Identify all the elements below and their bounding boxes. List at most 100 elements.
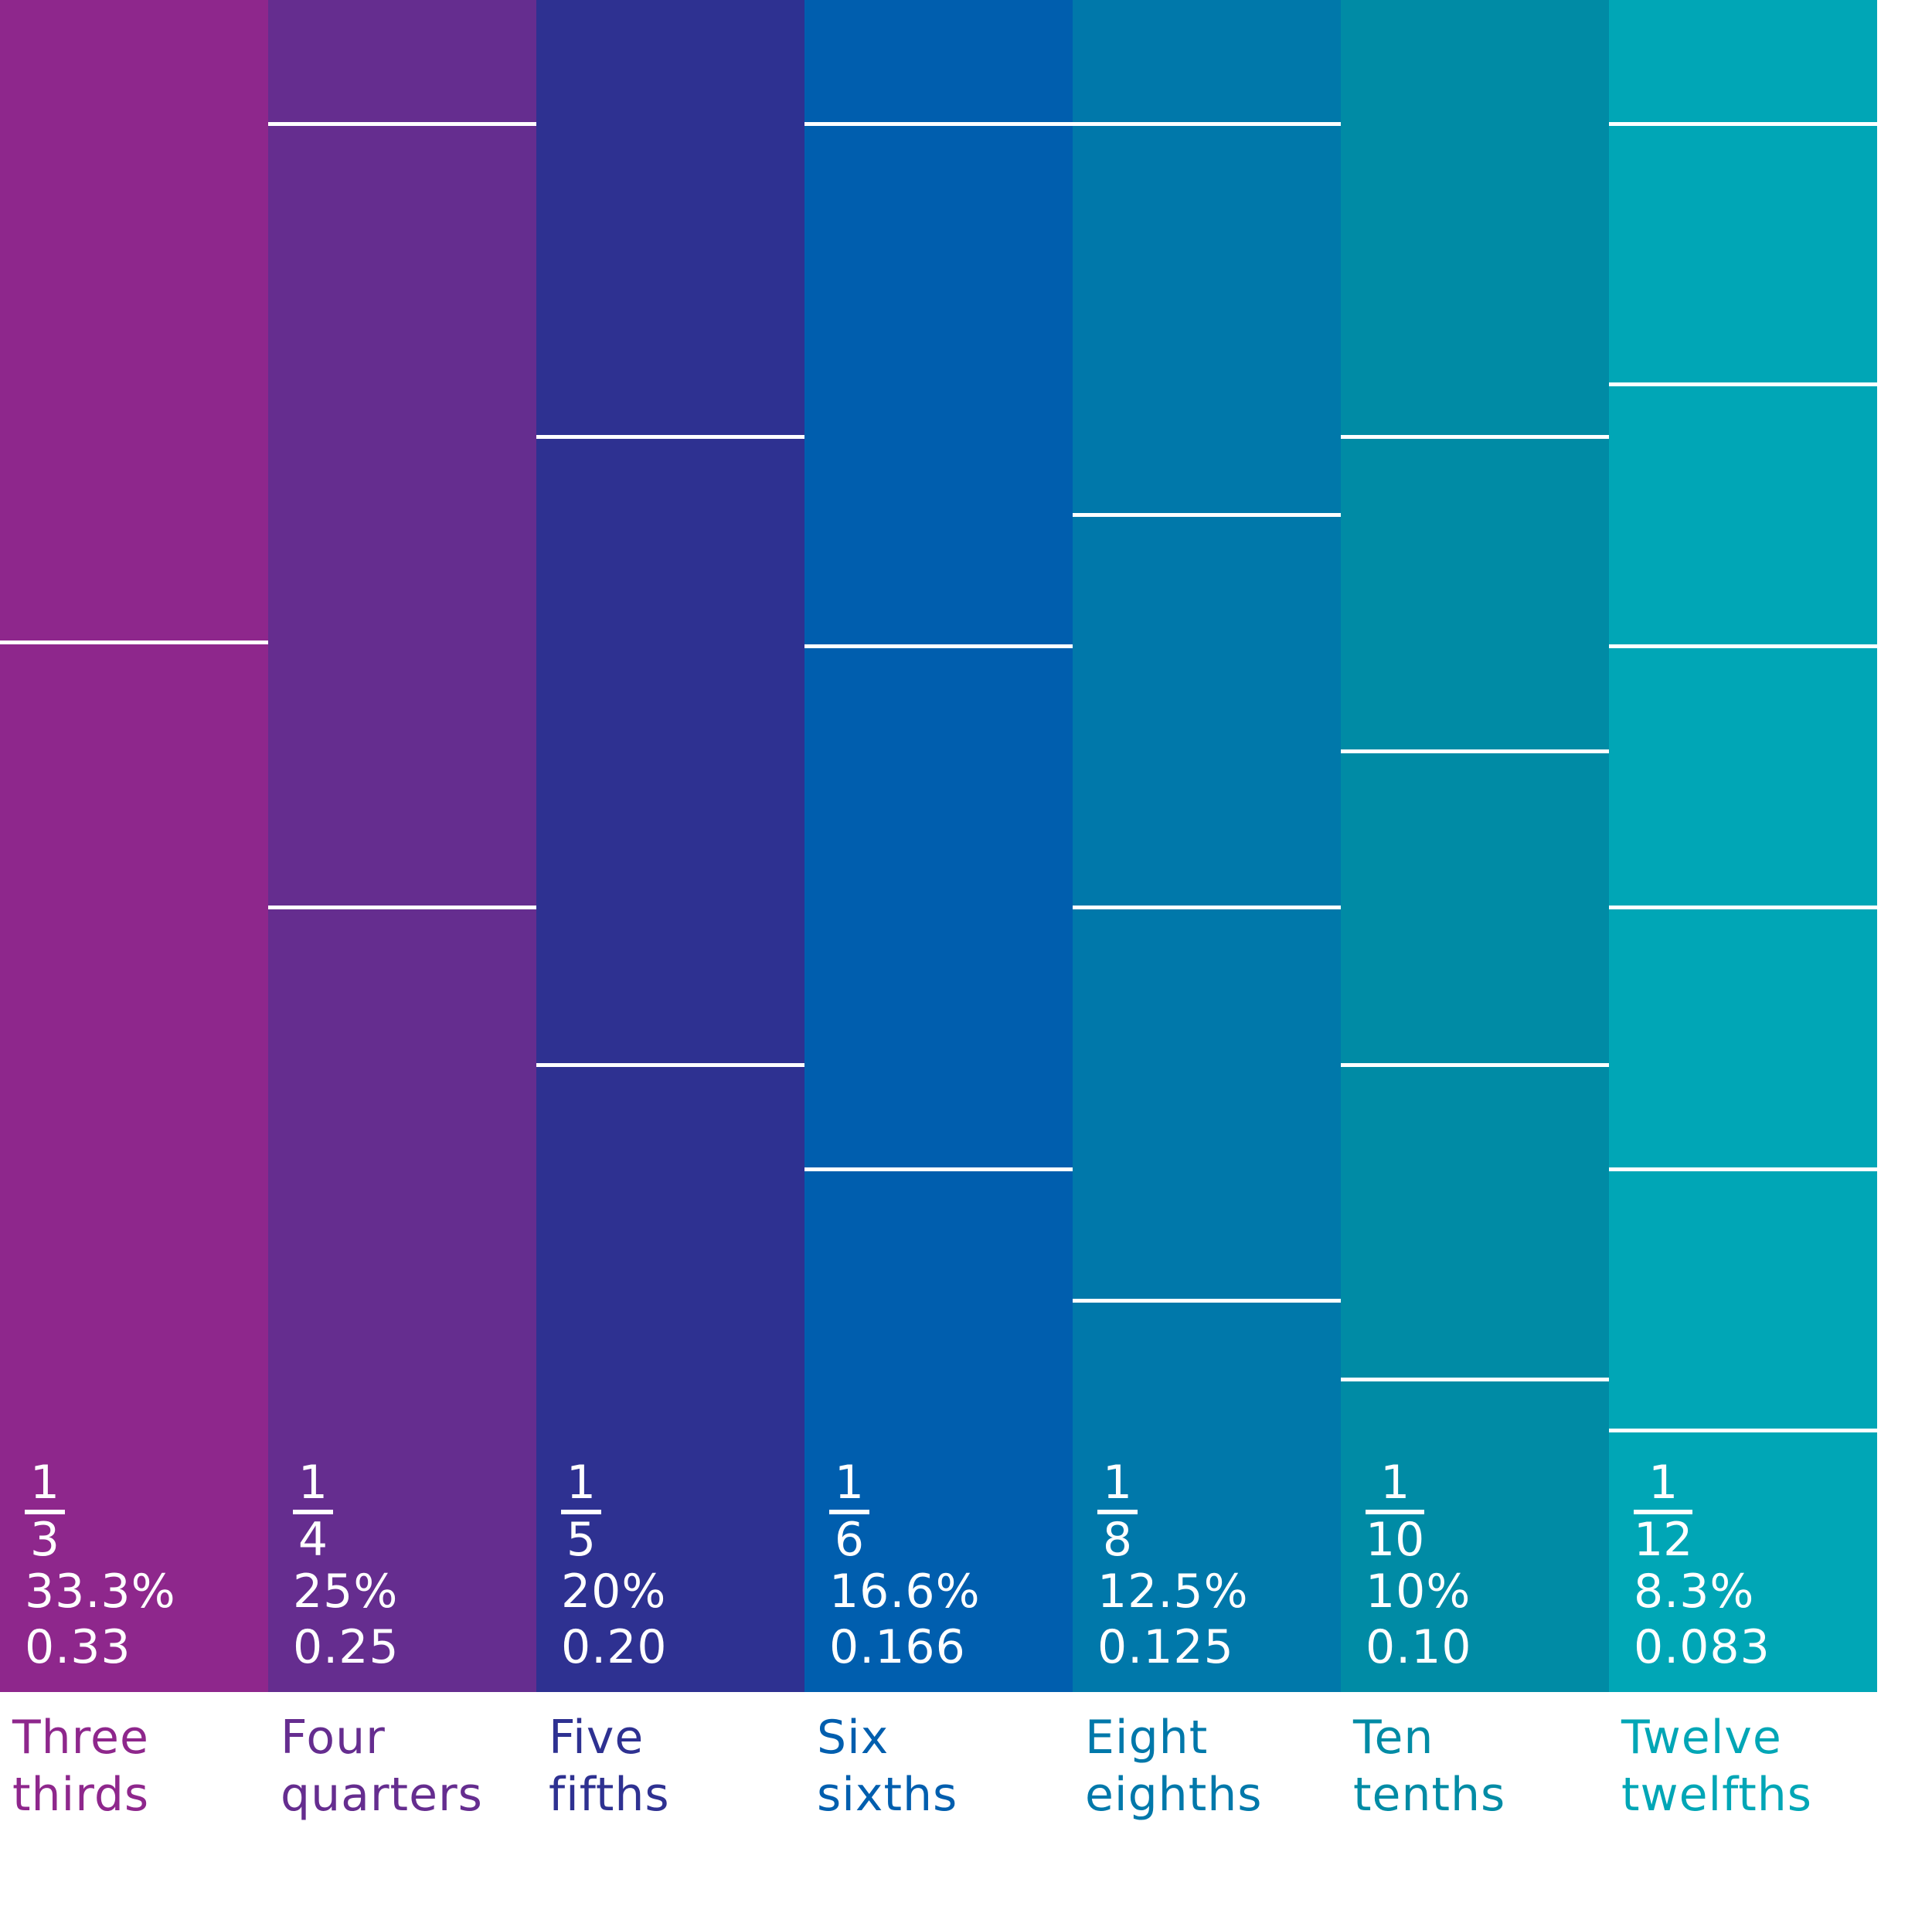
percent-value: 8.3% <box>1634 1565 1755 1619</box>
divider-line <box>1073 122 1341 126</box>
fraction-stats: 1 10 10% 0.10 <box>1366 1459 1472 1675</box>
decimal-value: 0.125 <box>1097 1620 1234 1674</box>
unit-fraction: 1 10 <box>1366 1456 1425 1567</box>
column-quarters: 1 4 25% 0.25 <box>268 0 536 1692</box>
divider-line <box>1609 1429 1877 1432</box>
percent-value: 25% <box>293 1565 399 1619</box>
column-name-tenths: Ten tenths <box>1341 1709 1609 1823</box>
name-line-1: Ten <box>1353 1711 1434 1765</box>
column-name-fifths: Five fifths <box>536 1709 804 1823</box>
name-line-1: Four <box>281 1711 386 1765</box>
fraction-bar <box>1366 1510 1425 1514</box>
name-line-1: Eight <box>1085 1711 1209 1765</box>
column-name-twelfths: Twelve twelfths <box>1609 1709 1877 1823</box>
name-line-1: Six <box>817 1711 889 1765</box>
name-line-2: sixths <box>817 1768 958 1822</box>
name-line-1: Twelve <box>1621 1711 1782 1765</box>
fraction-bar <box>1634 1510 1693 1514</box>
divider-line <box>1609 1167 1877 1171</box>
denominator: 12 <box>1634 1513 1693 1567</box>
fraction-stats: 1 5 20% 0.20 <box>561 1459 668 1675</box>
name-line-2: thirds <box>12 1768 150 1822</box>
column-name-quarters: Four quarters <box>268 1709 536 1823</box>
denominator: 10 <box>1366 1513 1425 1567</box>
fraction-bar <box>561 1510 601 1514</box>
divider-line <box>1341 1063 1609 1067</box>
name-line-2: eighths <box>1085 1768 1263 1822</box>
divider-line <box>1609 382 1877 386</box>
name-line-2: quarters <box>281 1768 483 1822</box>
divider-line <box>1609 906 1877 909</box>
unit-fraction: 1 12 <box>1634 1456 1693 1567</box>
denominator: 3 <box>29 1513 60 1567</box>
name-line-1: Three <box>12 1711 149 1765</box>
fraction-stats: 1 8 12.5% 0.125 <box>1097 1459 1249 1675</box>
divider-line <box>1073 1299 1341 1303</box>
denominator: 4 <box>298 1513 328 1567</box>
fraction-stats: 1 4 25% 0.25 <box>293 1459 400 1675</box>
column-name-eighths: Eight eighths <box>1073 1709 1341 1823</box>
fraction-bar <box>293 1510 333 1514</box>
fraction-stats: 1 12 8.3% 0.083 <box>1634 1459 1770 1675</box>
divider-line <box>1609 644 1877 648</box>
decimal-value: 0.166 <box>829 1620 966 1674</box>
denominator: 8 <box>1102 1513 1133 1567</box>
name-line-2: twelfths <box>1621 1768 1813 1822</box>
divider-line <box>536 435 804 439</box>
numerator: 1 <box>1102 1456 1133 1510</box>
name-line-1: Five <box>549 1711 645 1765</box>
column-tenths: 1 10 10% 0.10 <box>1341 0 1609 1692</box>
numerator: 1 <box>566 1456 597 1510</box>
percent-value: 12.5% <box>1097 1565 1249 1619</box>
denominator: 6 <box>834 1513 865 1567</box>
column-thirds: 1 3 33.3% 0.33 <box>0 0 268 1692</box>
name-line-2: tenths <box>1353 1768 1506 1822</box>
divider-line <box>0 640 268 644</box>
column-name-thirds: Three thirds <box>0 1709 268 1823</box>
fraction-bar <box>829 1510 869 1514</box>
percent-value: 10% <box>1366 1565 1471 1619</box>
column-twelfths: 1 12 8.3% 0.083 <box>1609 0 1877 1692</box>
fraction-stats: 1 6 16.6% 0.166 <box>829 1459 981 1675</box>
percent-value: 33.3% <box>25 1565 176 1619</box>
divider-line <box>1341 435 1609 439</box>
decimal-value: 0.20 <box>561 1620 668 1674</box>
column-eighths: 1 8 12.5% 0.125 <box>1073 0 1341 1692</box>
divider-line <box>1341 749 1609 753</box>
numerator: 1 <box>29 1456 60 1510</box>
fraction-bar <box>25 1510 65 1514</box>
denominator: 5 <box>566 1513 597 1567</box>
divider-line <box>1073 513 1341 517</box>
divider-line <box>1609 122 1877 126</box>
percent-value: 20% <box>561 1565 667 1619</box>
percent-value: 16.6% <box>829 1565 981 1619</box>
decimal-value: 0.33 <box>25 1620 131 1674</box>
name-line-2: fifths <box>549 1768 670 1822</box>
fraction-bar <box>1097 1510 1138 1514</box>
numerator: 1 <box>1648 1456 1679 1510</box>
fraction-stats: 1 3 33.3% 0.33 <box>25 1459 176 1675</box>
decimal-value: 0.25 <box>293 1620 400 1674</box>
column-sixths: 1 6 16.6% 0.166 <box>804 0 1073 1692</box>
numerator: 1 <box>298 1456 328 1510</box>
column-name-sixths: Six sixths <box>804 1709 1073 1823</box>
numerator: 1 <box>834 1456 865 1510</box>
divider-line <box>804 644 1073 648</box>
decimal-value: 0.10 <box>1366 1620 1472 1674</box>
divider-line <box>1341 1378 1609 1381</box>
decimal-value: 0.083 <box>1634 1620 1770 1674</box>
divider-line <box>268 906 536 909</box>
divider-line <box>804 1167 1073 1171</box>
divider-line <box>536 1063 804 1067</box>
divider-line <box>804 122 1073 126</box>
divider-line <box>268 122 536 126</box>
divider-line <box>1073 906 1341 909</box>
numerator: 1 <box>1380 1456 1410 1510</box>
column-fifths: 1 5 20% 0.20 <box>536 0 804 1692</box>
